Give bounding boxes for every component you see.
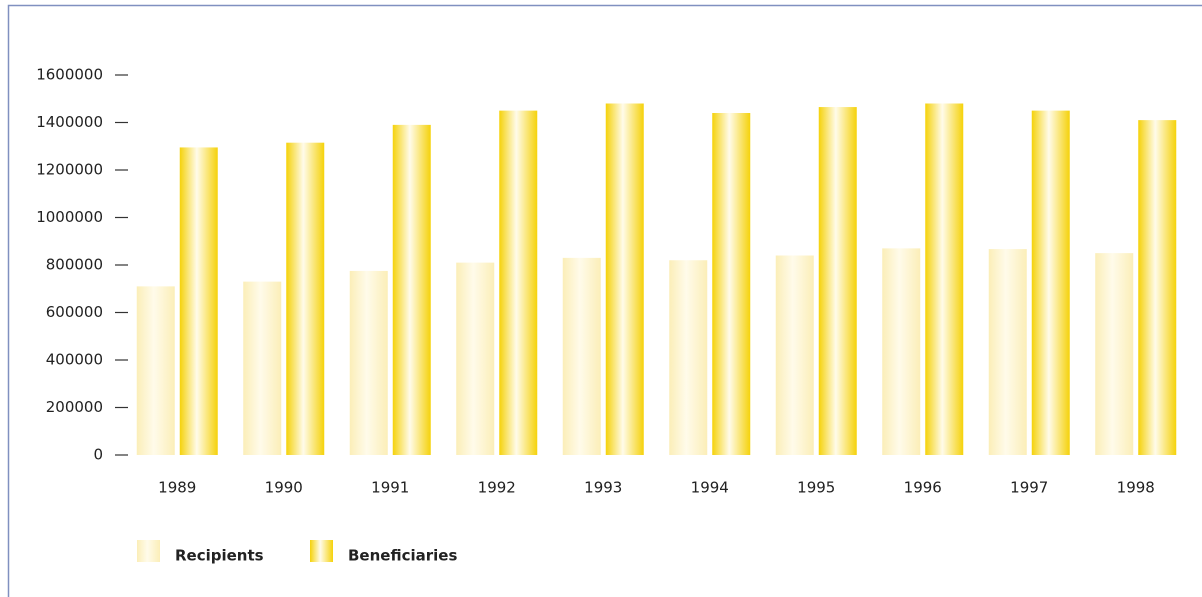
legend-label: Beneficiaries bbox=[348, 547, 457, 565]
y-tick-label: 1200000 bbox=[36, 161, 103, 179]
x-tick-label: 1996 bbox=[904, 479, 942, 497]
bar bbox=[349, 270, 388, 455]
bar bbox=[136, 286, 175, 455]
x-tick-label: 1995 bbox=[797, 479, 835, 497]
bar bbox=[882, 248, 921, 455]
bar bbox=[1138, 120, 1177, 455]
bar bbox=[669, 260, 708, 455]
y-tick-label: 1600000 bbox=[36, 66, 103, 84]
x-tick-label: 1997 bbox=[1010, 479, 1048, 497]
bar bbox=[818, 107, 857, 455]
y-tick-label: 600000 bbox=[46, 303, 103, 321]
x-tick-label: 1993 bbox=[584, 479, 622, 497]
x-tick-label: 1992 bbox=[478, 479, 516, 497]
y-tick-label: 800000 bbox=[46, 256, 103, 274]
bar bbox=[1031, 110, 1070, 455]
x-tick-label: 1998 bbox=[1117, 479, 1155, 497]
bar bbox=[1095, 253, 1134, 455]
bar bbox=[286, 142, 325, 455]
y-tick-label: 1400000 bbox=[36, 113, 103, 131]
bar bbox=[605, 103, 644, 455]
legend-label: Recipients bbox=[175, 547, 264, 565]
x-tick-label: 1991 bbox=[371, 479, 409, 497]
bar bbox=[562, 257, 601, 455]
x-tick-label: 1989 bbox=[158, 479, 196, 497]
legend-swatch bbox=[310, 540, 333, 562]
y-tick-label: 0 bbox=[93, 446, 103, 464]
bar bbox=[456, 262, 495, 455]
y-tick-label: 1000000 bbox=[36, 208, 103, 226]
bar bbox=[179, 147, 218, 455]
bar bbox=[925, 103, 964, 455]
legend-swatch bbox=[137, 540, 160, 562]
bar bbox=[775, 255, 814, 455]
bar bbox=[712, 113, 751, 455]
bar bbox=[988, 249, 1027, 455]
y-tick-label: 200000 bbox=[46, 398, 103, 416]
x-tick-label: 1990 bbox=[265, 479, 303, 497]
bar bbox=[392, 124, 431, 455]
bar bbox=[499, 110, 538, 455]
y-tick-label: 400000 bbox=[46, 351, 103, 369]
frame bbox=[7, 4, 1202, 597]
bar bbox=[243, 281, 282, 455]
x-tick-label: 1994 bbox=[691, 479, 729, 497]
